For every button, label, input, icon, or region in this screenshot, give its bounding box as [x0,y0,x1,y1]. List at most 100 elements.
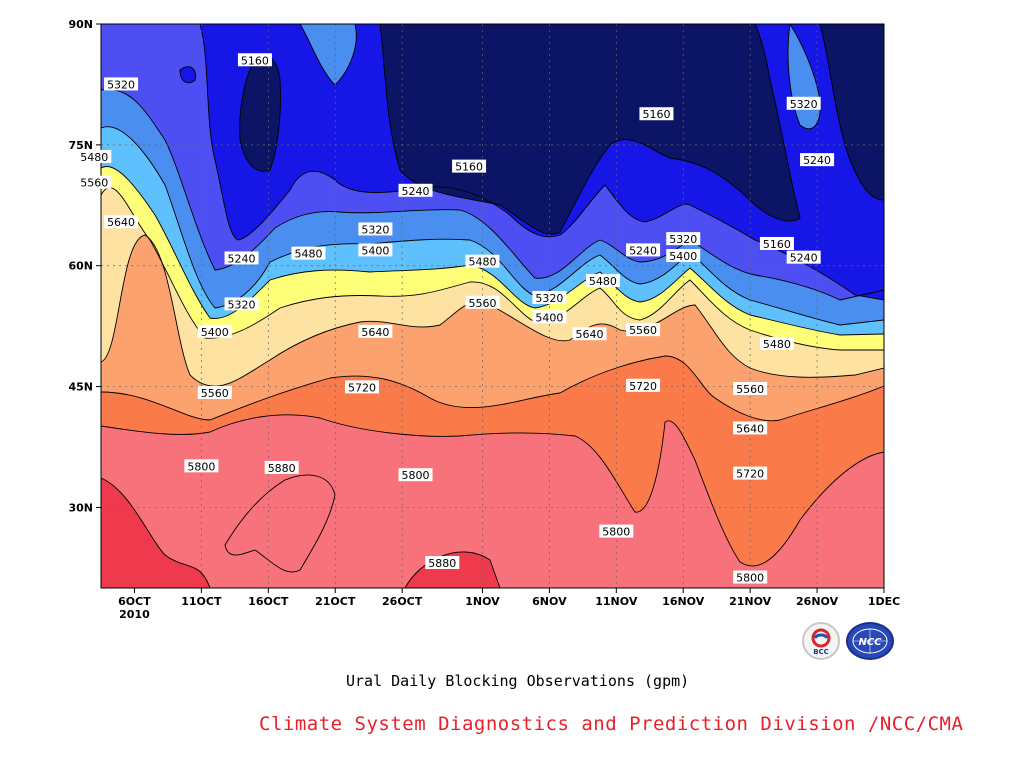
contour-label-box [77,149,112,163]
bcc-logo-text: BCC [813,648,829,656]
contour-label-text: 5240 [402,185,430,198]
x-tick-label: 26NOV [796,595,839,608]
contour-label-text: 5880 [268,462,296,475]
contour-label-text: 5400 [535,311,563,324]
ncc-logo-text: NCC [858,637,882,648]
contour-label: 5400 [358,243,393,257]
contour-label: 5480 [465,254,500,269]
bcc-logo-icon: BCC [811,628,831,656]
contour-line [101,477,211,588]
contour-line [101,234,884,387]
contour-label-text: 5480 [763,338,791,351]
contour-label-box [465,254,500,268]
contour-label: 5640 [104,215,139,229]
x-tick-label: 6OCT [118,595,151,608]
contour-label-box [345,380,379,394]
plot-frame [100,23,885,589]
contour-label: 5560 [465,295,500,310]
contour-label: 5800 [599,524,634,539]
contour-label: 5160 [639,107,674,121]
contour-label-box [452,159,487,173]
contour-label-box [197,386,232,400]
contour-label-box [398,183,433,197]
contour-label-box [639,107,674,121]
contour-label: 5320 [786,96,821,111]
contour-label: 5480 [77,149,112,164]
contour-label-text: 5240 [228,252,256,265]
contour-label-text: 5240 [803,154,831,167]
x-tick-label: 16OCT [248,595,289,608]
contour-label-text: 5800 [736,572,764,585]
contour-label: 5400 [532,310,567,324]
contour-label: 5160 [237,53,272,67]
contour-label-box [104,77,139,91]
contour-label: 5800 [398,468,433,482]
contour-label-text: 5880 [428,557,456,570]
contour-label-text: 5560 [736,383,764,396]
contour-line [199,24,884,301]
contour-label: 5400 [197,324,232,339]
contour-label-box [626,243,661,257]
contour-label-box [572,327,607,341]
chart-title: Ural Daily Blocking Observations (gpm) [346,672,690,690]
contour-label-text: 5640 [736,422,764,435]
contour-label-text: 5320 [535,292,563,305]
contour-line [101,187,884,351]
y-tick-label: 45N [68,381,93,394]
contour-label-box [197,324,232,338]
band-fill [380,24,800,235]
contour-label-text: 5560 [80,177,108,190]
contour-label-text: 5480 [468,256,496,269]
contour-label: 5320 [104,77,139,91]
contour-label-box [77,175,112,189]
contour-label-text: 5320 [361,223,389,236]
contour-label: 5880 [264,460,299,475]
contour-label: 5640 [572,327,607,341]
contour-label-box [264,460,299,474]
contour-label: 5240 [626,243,661,257]
contour-label-text: 5400 [669,250,697,263]
contour-label-box [599,524,634,538]
contour-label: 5560 [197,386,232,400]
contour-label-box [733,570,768,584]
x-tick-label: 16NOV [662,595,705,608]
contour-line [101,88,884,301]
contour-labels: 5160 5320 5480 5560 5640 5160 5240 5240 5320 5400… [77,53,835,585]
x-tick-label: 21NOV [729,595,772,608]
contour-label-box [358,324,393,338]
contour-label: 5240 [224,251,259,265]
band-fill [225,475,335,572]
x-tick-year: 2010 [119,608,150,621]
y-axis: 30N 45N 60N 75N 90N [68,18,101,514]
band-fill [300,24,357,85]
contour-label: 5880 [425,556,460,570]
contour-label-box [626,378,661,392]
y-tick-label: 90N [68,18,93,31]
contour-line [101,414,884,567]
x-tick-label: 1DEC [868,595,900,608]
contour-label-text: 5800 [187,460,215,473]
contour-label-text: 5320 [790,98,818,111]
contour-label-box [733,421,768,435]
ncc-logo-icon: NCC [852,628,888,654]
contour-label-text: 5160 [642,108,670,121]
contour-label: 5480 [759,336,794,351]
contour-label: 5320 [224,297,259,311]
contour-label-box [398,468,433,482]
contour-label-text: 5320 [107,78,135,91]
x-tick-label: 26OCT [382,595,423,608]
contour-label-text: 5720 [629,380,657,393]
contour-label-text: 5720 [348,381,376,394]
y-tick-label: 30N [68,501,93,514]
contour-label-box [465,295,500,309]
contour-label: 5560 [626,323,661,337]
contour-label: 5320 [666,232,701,246]
contour-label-text: 5800 [402,469,430,482]
y-tick-label: 75N [68,139,93,152]
x-tick-label: 11OCT [181,595,222,608]
contour-label: 5240 [398,183,433,198]
contour-label: 5160 [452,159,487,174]
contour-line [224,474,336,573]
contour-label: 5800 [184,459,219,473]
